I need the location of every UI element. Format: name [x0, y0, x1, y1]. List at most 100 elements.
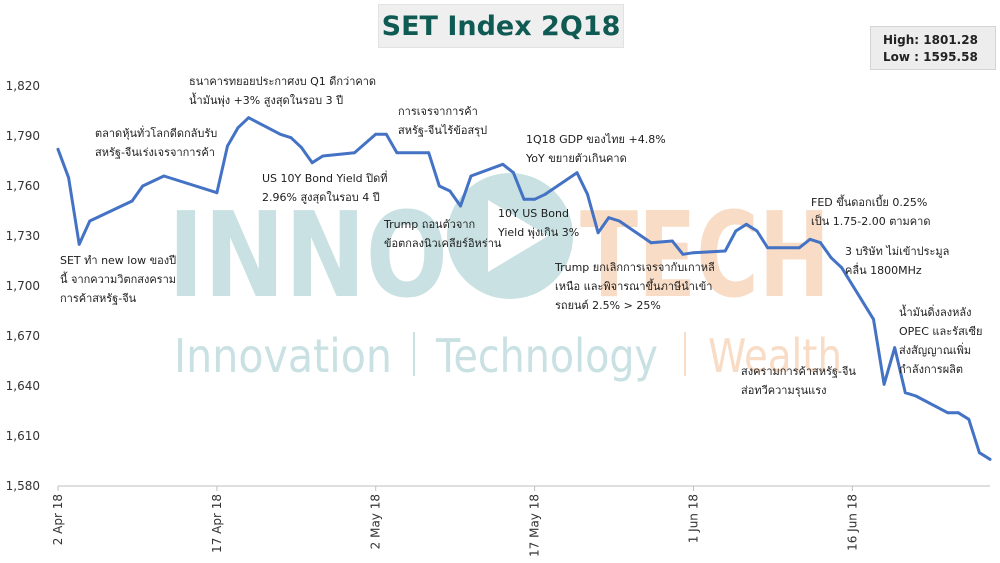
- annotation-fed-rate: FED ขึ้นดอกเบี้ย 0.25% เป็น 1.75-2.00 ตา…: [811, 193, 930, 231]
- data-point: [141, 184, 145, 188]
- data-point: [882, 382, 886, 386]
- annotation-1800mhz: 3 บริษัท ไม่เข้าประมูล คลื่น 1800MHz: [845, 242, 949, 280]
- data-point: [501, 162, 505, 166]
- data-point: [512, 171, 515, 175]
- watermark-brand-right: TECH: [580, 186, 830, 324]
- annotation-line: คลื่น 1800MHz: [845, 264, 922, 277]
- watermark-tagline-wealth: Wealth: [708, 329, 842, 383]
- annotation-line: กำลังการผลิต: [899, 363, 964, 376]
- annotation-line: เหนือ และพิจารณาขึ้นภาษีนำเข้า: [555, 280, 713, 293]
- x-tick-label: 16 Jun 18: [845, 494, 859, 551]
- x-tick-label: 2 May 18: [369, 494, 383, 549]
- title-box: SET Index 2Q18: [378, 4, 624, 48]
- data-point: [226, 144, 229, 148]
- high-low-box: High: 1801.28 Low : 1595.58: [870, 26, 996, 70]
- data-point: [395, 151, 399, 155]
- data-point: [755, 229, 759, 233]
- annotation-line: Trump ถอนตัวจาก: [384, 218, 476, 231]
- data-point: [617, 219, 621, 223]
- annotation-line: ข้อตกลงนิวเคลียร์อิหร่าน: [384, 237, 502, 250]
- data-point: [967, 417, 971, 421]
- y-tick-label: 1,730: [6, 229, 40, 243]
- annotation-line: US 10Y Bond Yield ปิดที่: [262, 172, 388, 185]
- data-point: [162, 174, 166, 178]
- y-tick-label: 1,580: [6, 479, 40, 493]
- x-tick-label: 2 Apr 18: [51, 494, 65, 545]
- series-line: [56, 116, 992, 461]
- data-point: [374, 132, 378, 136]
- data-point: [596, 231, 600, 235]
- y-tick-label: 1,760: [6, 179, 40, 193]
- y-tick-label: 1,670: [6, 329, 40, 343]
- innotech-watermark: INNO TECH Innovation Technology Wealth: [168, 173, 842, 383]
- annotation-line: 2.96% สูงสุดในรอบ 4 ปี: [262, 191, 380, 204]
- data-point: [522, 197, 526, 201]
- annotation-10y-yield: 10Y US Bond Yield พุ่งเกิน 3%: [498, 204, 579, 242]
- annotation-line: ตลาดหุ้นทั่วโลกดีดกลับรับ: [95, 127, 218, 140]
- data-point: [448, 189, 452, 193]
- data-point: [946, 411, 949, 415]
- annotation-global-rebound: ตลาดหุ้นทั่วโลกดีดกลับรับ สหรัฐ-จีนเร่งเ…: [95, 124, 217, 162]
- high-value: High: 1801.28: [883, 33, 978, 47]
- data-point: [872, 317, 875, 321]
- chart-title: SET Index 2Q18: [381, 10, 621, 42]
- data-point: [88, 219, 92, 223]
- data-point: [723, 249, 727, 253]
- data-point: [469, 174, 473, 178]
- data-point: [384, 132, 388, 136]
- annotation-trade-war: สงครามการค้าสหรัฐ-จีน ส่อทวีความรุนแรง: [741, 362, 856, 400]
- data-point: [914, 394, 918, 398]
- annotation-oil-opec: น้ำมันดิ่งลงหลัง OPEC และรัสเซีย ส่งสัญญ…: [899, 303, 982, 379]
- data-point: [151, 179, 155, 183]
- data-point: [956, 411, 960, 415]
- annotation-line: ส่งสัญญาณเพิ่ม: [899, 344, 972, 357]
- annotation-line: สหรัฐ-จีนเร่งเจรจาการค้า: [95, 146, 215, 159]
- annotation-line: 3 บริษัท ไม่เข้าประมูล: [845, 245, 950, 258]
- data-point: [310, 161, 314, 165]
- y-tick-labels: 1,580 1,610 1,640 1,670 1,700 1,730 1,760 1,790…: [6, 79, 40, 493]
- data-point: [692, 251, 695, 255]
- y-tick-label: 1,640: [6, 379, 40, 393]
- annotation-line: สงครามการค้าสหรัฐ-จีน: [741, 365, 856, 378]
- data-point: [734, 229, 738, 233]
- annotation-us-bond-yield: US 10Y Bond Yield ปิดที่ 2.96% สูงสุดในร…: [262, 169, 388, 207]
- data-point: [670, 239, 674, 243]
- data-point: [130, 199, 134, 203]
- annotation-line: Yield พุ่งเกิน 3%: [498, 226, 580, 239]
- y-tick-label: 1,700: [6, 279, 40, 293]
- annotation-set-new-low: SET ทำ new low ของปี นี้ จากความวิตกสงคร…: [60, 251, 176, 308]
- annotation-line: นี้ จากความวิตกสงคราม: [60, 273, 177, 286]
- data-point: [77, 242, 81, 246]
- data-point: [681, 252, 685, 256]
- annotation-line: สหรัฐ-จีนไร้ข้อสรุป: [398, 124, 488, 137]
- data-point: [353, 151, 356, 155]
- data-point: [215, 191, 219, 195]
- data-point: [279, 132, 282, 136]
- data-point: [459, 204, 462, 208]
- annotation-line: เป็น 1.75-2.00 ตามคาด: [811, 215, 931, 228]
- data-point: [247, 116, 251, 120]
- x-tick-label: 1 Jun 18: [686, 494, 700, 543]
- annotation-line: YoY ขยายตัวเกินคาด: [526, 152, 627, 165]
- data-point: [745, 222, 748, 226]
- annotation-trump-korea: Trump ยกเลิกการเจรจากับเกาหลี เหนือ และพ…: [555, 258, 715, 315]
- x-tick-label: 17 May 18: [528, 494, 542, 557]
- data-point: [437, 184, 441, 188]
- data-point: [988, 457, 992, 461]
- y-tick-label: 1,790: [6, 129, 40, 143]
- data-point: [840, 266, 844, 270]
- data-point: [321, 154, 325, 158]
- watermark-brand-left: INNO: [168, 186, 448, 324]
- watermark-divider: [413, 332, 415, 376]
- annotation-line: น้ำมันดิ่งลงหลัง: [899, 306, 972, 319]
- data-point: [607, 216, 611, 220]
- annotation-line: การเจรจาการค้า: [398, 105, 478, 118]
- x-tick-labels: 2 Apr 18 17 Apr 18 2 May 18 17 May 18 1 Jun …: [51, 486, 859, 557]
- data-point: [978, 451, 981, 455]
- annotation-line: Trump ยกเลิกการเจรจากับเกาหลี: [555, 261, 715, 274]
- data-point: [903, 391, 907, 395]
- data-point: [300, 146, 303, 150]
- watermark-tagline-innovation: Innovation: [174, 329, 392, 383]
- annotation-thai-gdp: 1Q18 GDP ของไทย +4.8% YoY ขยายตัวเกินคาด: [526, 130, 666, 168]
